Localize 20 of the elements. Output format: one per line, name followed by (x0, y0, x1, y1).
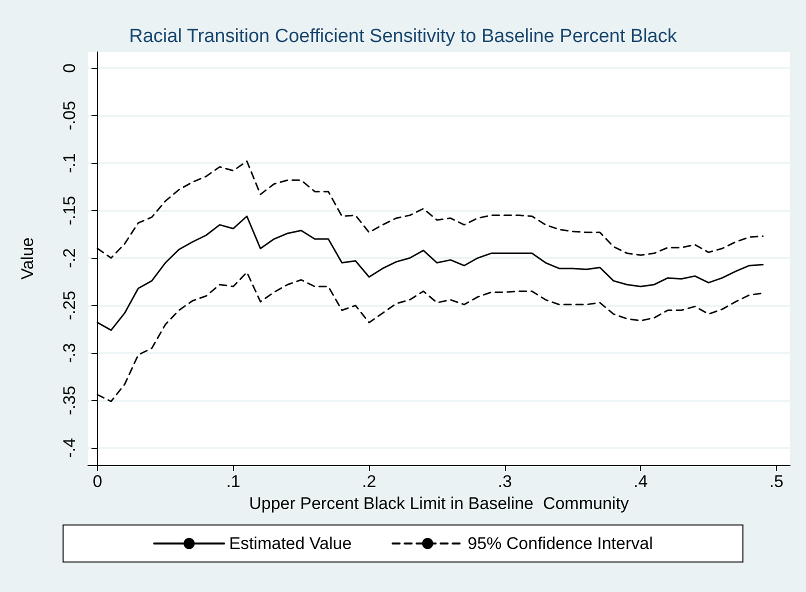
legend-label: Estimated Value (229, 534, 352, 553)
y-tick-label: -.15 (60, 196, 79, 226)
y-tick-label: -.35 (60, 386, 79, 416)
y-tick-label: -.05 (60, 100, 79, 130)
y-tick-label: -.2 (60, 248, 79, 268)
x-tick-label: .4 (634, 472, 648, 491)
legend-label: 95% Confidence Interval (468, 534, 653, 553)
chart-title: Racial Transition Coefficient Sensitivity to Baseline Percent Black (129, 26, 678, 47)
x-axis-title: Upper Percent Black Limit in Baseline Community (249, 494, 630, 513)
x-tick-label: 0 (92, 472, 102, 491)
y-tick-label: -.3 (60, 343, 79, 363)
x-tick-label: .2 (362, 472, 376, 491)
y-tick-label: -.25 (60, 290, 79, 320)
y-tick-label: 0 (60, 63, 79, 73)
x-tick-label: .5 (769, 472, 784, 491)
x-tick-label: .1 (226, 472, 240, 491)
y-tick-label: -.1 (60, 153, 79, 174)
y-axis-title: Value (18, 237, 37, 280)
y-tick-label: -.4 (60, 438, 79, 458)
x-tick-label: .3 (498, 472, 512, 491)
